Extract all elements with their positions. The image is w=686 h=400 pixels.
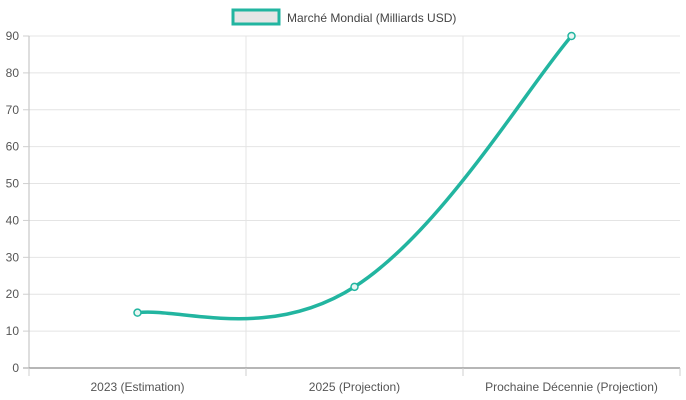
x-tick-label: 2023 (Estimation)	[90, 380, 184, 394]
series-layer	[133, 31, 576, 321]
data-point[interactable]	[350, 282, 359, 292]
grid	[29, 35, 680, 368]
y-tick-label: 70	[6, 103, 20, 117]
legend-swatch[interactable]	[231, 8, 281, 26]
y-axis-ticks: 0 10 20 30 40 50 60 70 80 90	[6, 29, 29, 375]
y-tick-label: 20	[6, 287, 20, 301]
y-tick-label: 60	[6, 140, 20, 154]
y-tick-label: 50	[6, 177, 20, 191]
data-point[interactable]	[133, 308, 142, 317]
y-tick-label: 10	[6, 324, 20, 338]
y-tick-label: 0	[12, 361, 19, 375]
legend[interactable]: Marché Mondial (Milliards USD)	[231, 8, 456, 26]
series-line	[135, 34, 574, 321]
data-point[interactable]	[567, 31, 576, 41]
x-tick-label: 2025 (Projection)	[309, 380, 400, 394]
x-axis-ticks: 2023 (Estimation) 2025 (Projection) Procha…	[28, 368, 681, 394]
y-tick-label: 90	[6, 29, 20, 43]
x-tick-label: Prochaine Décennie (Projection)	[485, 380, 658, 394]
y-tick-label: 40	[6, 213, 20, 227]
y-tick-label: 30	[6, 250, 20, 264]
y-tick-label: 80	[6, 66, 20, 80]
legend-label[interactable]: Marché Mondial (Milliards USD)	[287, 11, 456, 25]
axes	[23, 36, 680, 374]
